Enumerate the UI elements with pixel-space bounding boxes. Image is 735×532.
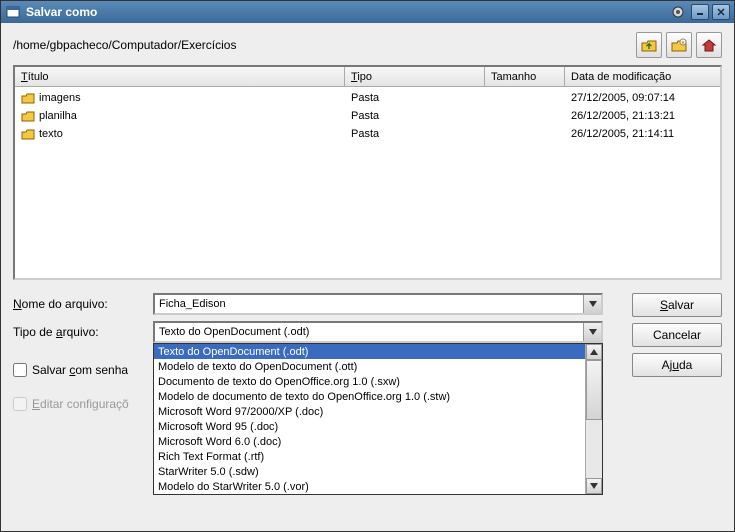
scroll-thumb[interactable] — [586, 360, 602, 420]
app-icon — [5, 4, 21, 20]
file-type: Pasta — [345, 128, 485, 140]
filetype-dropdown-button[interactable] — [583, 323, 601, 341]
up-directory-button[interactable] — [636, 32, 662, 58]
file-row[interactable]: texto Pasta 26/12/2005, 21:14:11 — [15, 125, 720, 143]
filetype-dropdown-list[interactable]: Texto do OpenDocument (.odt)Modelo de te… — [153, 343, 603, 495]
filetype-option[interactable]: StarWriter 5.0 (.sdw) — [154, 464, 585, 479]
file-list-header: Título Tipo Tamanho Data de modificação — [15, 67, 720, 87]
titlebar: Salvar como — [1, 1, 734, 23]
filetype-input[interactable] — [155, 323, 583, 341]
window-title: Salvar como — [26, 5, 670, 19]
filename-dropdown-button[interactable] — [583, 295, 601, 313]
scroll-up-button[interactable] — [586, 344, 602, 360]
filetype-option[interactable]: Modelo de documento de texto do OpenOffi… — [154, 389, 585, 404]
cancel-button[interactable]: Cancelar — [632, 323, 722, 347]
close-button[interactable] — [712, 4, 730, 20]
scroll-down-button[interactable] — [586, 478, 602, 494]
filetype-combo[interactable] — [153, 321, 603, 343]
save-password-checkbox[interactable] — [13, 363, 27, 377]
help-button[interactable]: Ajuda — [632, 353, 722, 377]
file-date: 27/12/2005, 09:07:14 — [565, 92, 720, 104]
file-date: 26/12/2005, 21:13:21 — [565, 110, 720, 122]
filename-input[interactable] — [155, 295, 583, 313]
filetype-option[interactable]: Microsoft Word 6.0 (.doc) — [154, 434, 585, 449]
dropdown-scrollbar[interactable] — [585, 344, 602, 494]
edit-settings-checkbox — [13, 397, 27, 411]
col-head-tipo[interactable]: Tipo — [345, 67, 485, 86]
col-head-titulo[interactable]: Título — [15, 67, 345, 86]
minimize-button[interactable] — [691, 4, 709, 20]
file-row[interactable]: planilha Pasta 26/12/2005, 21:13:21 — [15, 107, 720, 125]
filename-combo[interactable] — [153, 293, 603, 315]
path-text: /home/gbpacheco/Computador/Exercícios — [13, 38, 636, 52]
file-list: Título Tipo Tamanho Data de modificação … — [13, 65, 722, 280]
save-button[interactable]: Salvar — [632, 293, 722, 317]
filetype-option[interactable]: Modelo do StarWriter 5.0 (.vor) — [154, 479, 585, 494]
filetype-option[interactable]: Modelo de texto do OpenDocument (.ott) — [154, 359, 585, 374]
svg-text:★: ★ — [681, 40, 686, 46]
file-type: Pasta — [345, 110, 485, 122]
col-head-data[interactable]: Data de modificação — [565, 67, 720, 86]
filename-label: Nome do arquivo: — [13, 297, 153, 311]
file-name: imagens — [39, 92, 81, 104]
home-button[interactable] — [696, 32, 722, 58]
filetype-option[interactable]: Rich Text Format (.rtf) — [154, 449, 585, 464]
filetype-option[interactable]: Microsoft Word 97/2000/XP (.doc) — [154, 404, 585, 419]
file-name: planilha — [39, 110, 77, 122]
col-head-tamanho[interactable]: Tamanho — [485, 67, 565, 86]
file-type: Pasta — [345, 92, 485, 104]
filetype-option[interactable]: Microsoft Word 95 (.doc) — [154, 419, 585, 434]
new-folder-button[interactable]: ★ — [666, 32, 692, 58]
file-row[interactable]: imagens Pasta 27/12/2005, 09:07:14 — [15, 89, 720, 107]
filetype-label: Tipo de arquivo: — [13, 325, 153, 339]
filetype-option[interactable]: Documento de texto do OpenOffice.org 1.0… — [154, 374, 585, 389]
gear-icon — [670, 4, 686, 20]
file-date: 26/12/2005, 21:14:11 — [565, 128, 720, 140]
file-name: texto — [39, 128, 63, 140]
filetype-option[interactable]: Texto do OpenDocument (.odt) — [154, 344, 585, 359]
